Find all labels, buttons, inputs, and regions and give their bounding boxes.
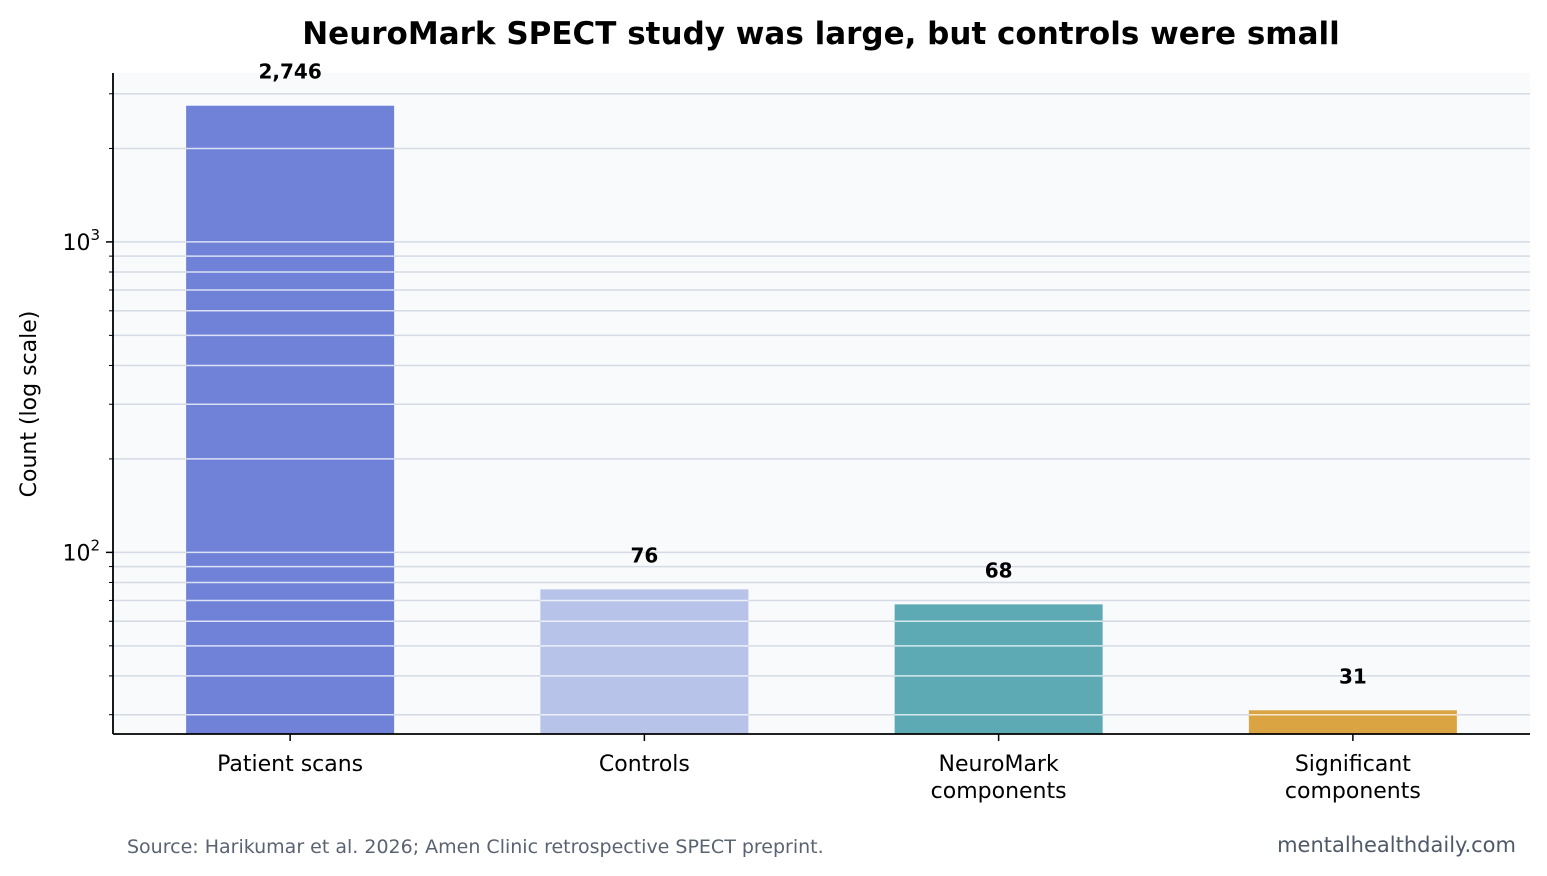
y-tick-label-0: 102 — [62, 536, 100, 566]
bar-0 — [186, 105, 395, 734]
y-axis-label: Count (log scale) — [17, 311, 42, 498]
bars — [186, 105, 1457, 734]
tick-labels: Patient scans Controls NeuroMarkcomponents… — [62, 226, 1420, 804]
brand-watermark: mentalhealthdaily.com — [1277, 833, 1516, 857]
bar-2 — [894, 604, 1103, 734]
data-label-3: 31 — [1339, 664, 1367, 688]
source-note: Source: Harikumar et al. 2026; Amen Clin… — [127, 836, 824, 858]
y-tick-label-1: 103 — [62, 226, 100, 256]
chart-title: NeuroMark SPECT study was large, but con… — [302, 16, 1340, 52]
data-labels: 2,746 76 68 31 — [258, 60, 1366, 689]
x-tick-label-3-1: components — [1285, 779, 1421, 804]
data-label-0: 2,746 — [258, 60, 321, 84]
axes — [106, 73, 1530, 741]
bar-3 — [1248, 710, 1457, 734]
x-tick-label-3-0: Significant — [1295, 752, 1411, 777]
data-label-2: 68 — [985, 558, 1013, 582]
x-tick-label-0-0: Patient scans — [217, 752, 363, 777]
data-label-1: 76 — [630, 543, 658, 567]
x-tick-label-2-1: components — [931, 779, 1067, 804]
bar-1 — [540, 589, 749, 734]
x-tick-label-1-0: Controls — [599, 752, 690, 777]
x-tick-label-2-0: NeuroMark — [939, 752, 1059, 777]
